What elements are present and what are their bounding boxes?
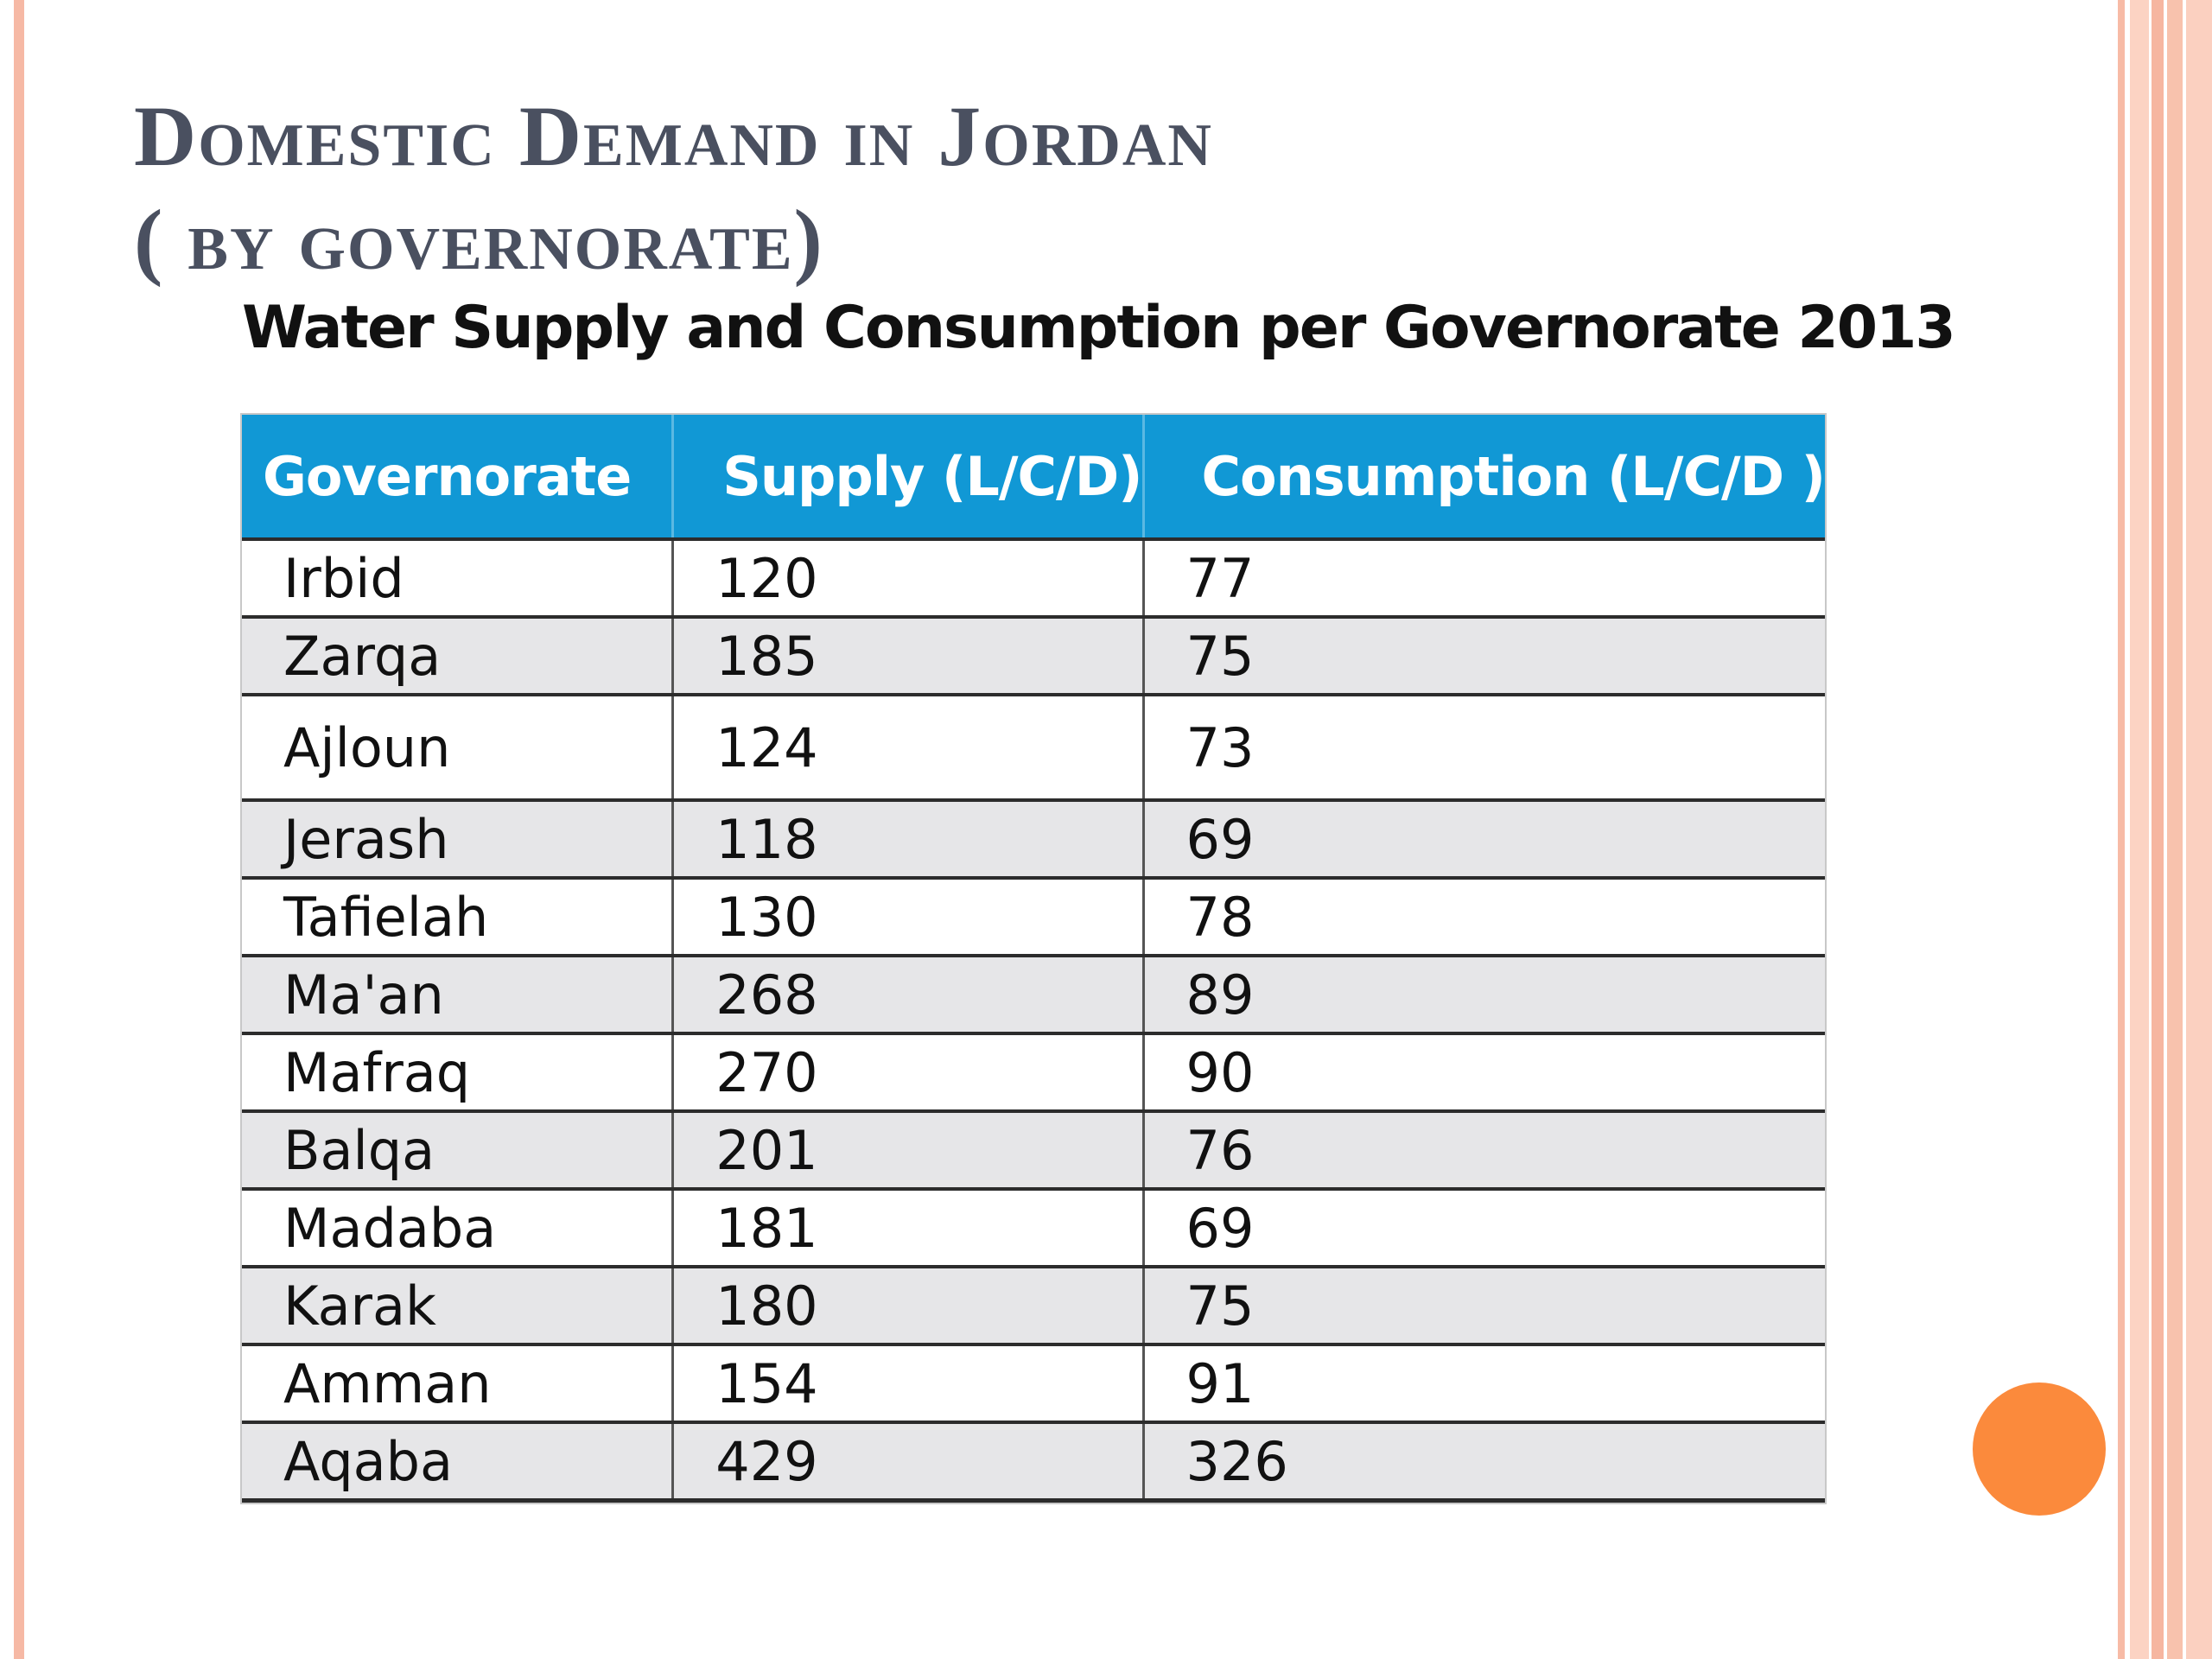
table-caption: Water Supply and Consumption per Governo… — [242, 294, 1956, 362]
table-row: Karak 180 75 — [242, 1265, 1825, 1344]
governorate-cell: Ajloun — [242, 693, 673, 800]
consumption-cell: 75 — [1141, 1265, 1825, 1344]
consumption-cell: 73 — [1141, 693, 1825, 800]
table-row: Ajloun 124 73 — [242, 693, 1825, 800]
supply-cell: 201 — [671, 1109, 1143, 1189]
right-border-stripe — [2118, 0, 2125, 1659]
consumption-cell: 89 — [1141, 954, 1825, 1033]
header-consumption: Consumption (L/C/D ) — [1141, 415, 1826, 539]
decorative-orange-circle — [1973, 1382, 2106, 1516]
supply-cell: 118 — [671, 798, 1143, 878]
slide-title: Domestic Demand in Jordan — [134, 88, 1213, 184]
table-row: Aqaba 429 326 — [242, 1421, 1825, 1503]
supply-cell: 268 — [671, 954, 1143, 1033]
supply-cell: 185 — [671, 615, 1143, 695]
supply-cell: 120 — [671, 537, 1143, 617]
right-border-stripe — [2152, 0, 2164, 1659]
consumption-cell: 78 — [1141, 876, 1825, 956]
header-supply: Supply (L/C/D) — [671, 415, 1143, 539]
table-row: Mafraq 270 90 — [242, 1032, 1825, 1111]
supply-cell: 154 — [671, 1343, 1143, 1422]
slide-subtitle: ( by governorate) — [134, 192, 824, 288]
table-row: Balqa 201 76 — [242, 1109, 1825, 1189]
governorate-cell: Ma'an — [242, 954, 673, 1033]
governorate-cell: Karak — [242, 1265, 673, 1344]
consumption-cell: 69 — [1141, 1187, 1825, 1267]
consumption-cell: 75 — [1141, 615, 1825, 695]
consumption-cell: 326 — [1141, 1421, 1825, 1503]
left-border-stripe — [14, 0, 24, 1659]
right-border-stripe — [2130, 0, 2149, 1659]
supply-cell: 181 — [671, 1187, 1143, 1267]
consumption-cell: 69 — [1141, 798, 1825, 878]
governorate-cell: Mafraq — [242, 1032, 673, 1111]
governorate-cell: Amman — [242, 1343, 673, 1422]
supply-cell: 124 — [671, 693, 1143, 800]
consumption-cell: 91 — [1141, 1343, 1825, 1422]
supply-cell: 429 — [671, 1421, 1143, 1503]
table-row: Zarqa 185 75 — [242, 615, 1825, 695]
supply-cell: 130 — [671, 876, 1143, 956]
table-row: Amman 154 91 — [242, 1343, 1825, 1422]
governorate-cell: Madaba — [242, 1187, 673, 1267]
supply-cell: 270 — [671, 1032, 1143, 1111]
table-row: Irbid 120 77 — [242, 537, 1825, 617]
governorate-cell: Zarqa — [242, 615, 673, 695]
supply-cell: 180 — [671, 1265, 1143, 1344]
consumption-cell: 90 — [1141, 1032, 1825, 1111]
governorate-cell: Jerash — [242, 798, 673, 878]
consumption-cell: 77 — [1141, 537, 1825, 617]
table-row: Jerash 118 69 — [242, 798, 1825, 878]
governorate-cell: Balqa — [242, 1109, 673, 1189]
table-row: Ma'an 268 89 — [242, 954, 1825, 1033]
right-border-stripe — [2186, 0, 2212, 1659]
header-governorate: Governorate — [242, 415, 673, 539]
consumption-cell: 76 — [1141, 1109, 1825, 1189]
table-header-row: Governorate Supply (L/C/D) Consumption (… — [242, 415, 1826, 539]
table-row: Tafielah 130 78 — [242, 876, 1825, 956]
governorate-cell: Irbid — [242, 537, 673, 617]
table-row: Madaba 181 69 — [242, 1187, 1825, 1267]
governorate-cell: Aqaba — [242, 1421, 673, 1503]
right-border-stripe — [2167, 0, 2183, 1659]
water-supply-table: Governorate Supply (L/C/D) Consumption (… — [242, 415, 1826, 1503]
governorate-cell: Tafielah — [242, 876, 673, 956]
